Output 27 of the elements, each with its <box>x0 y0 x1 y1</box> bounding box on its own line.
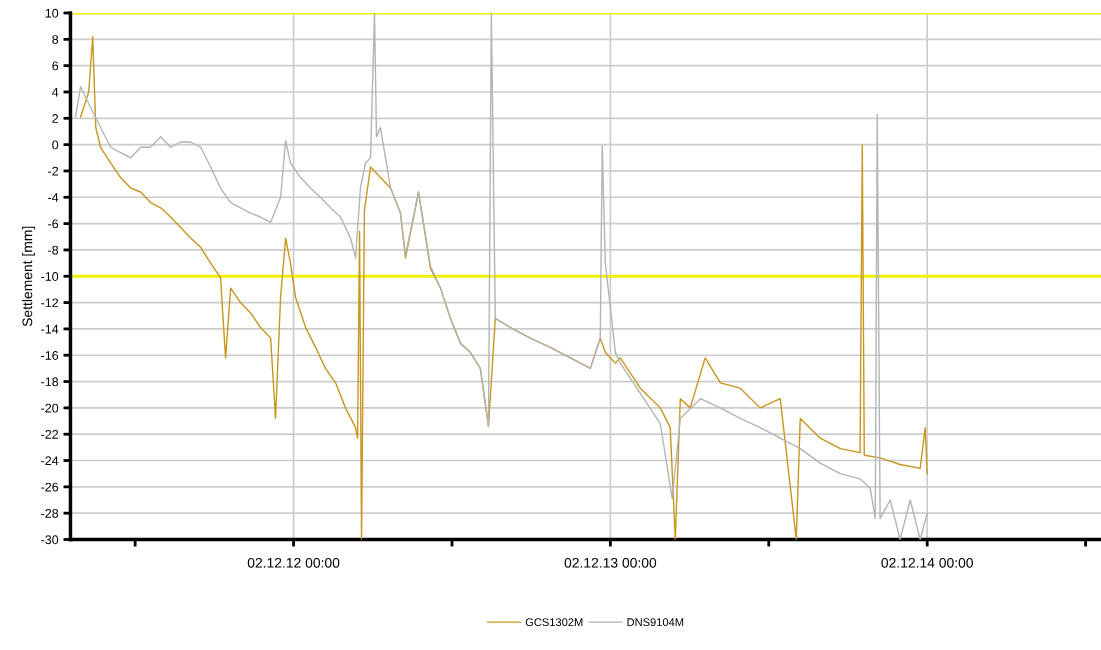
y-tick-label: 0 <box>52 140 59 150</box>
y-tick-label: -8 <box>48 245 59 255</box>
y-tick-label: -24 <box>41 456 59 466</box>
y-tick-label: -2 <box>48 166 59 176</box>
y-tick-label: -28 <box>41 508 59 518</box>
y-tick-label: -14 <box>41 324 59 334</box>
legend-label: GCS1302M <box>525 618 583 627</box>
y-tick-label: 8 <box>52 35 59 44</box>
y-tick-label: -26 <box>41 482 59 492</box>
y-tick-label: -10 <box>41 272 59 281</box>
x-tick-label: 02.12.14 00:00 <box>881 557 973 568</box>
y-tick-label: -6 <box>48 219 59 229</box>
y-tick-label: -4 <box>48 193 59 202</box>
y-tick-label: 4 <box>51 87 59 97</box>
y-tick-label: 10 <box>45 8 59 18</box>
y-axis-title: Settlement [mm] <box>22 226 36 327</box>
y-tick-label: -20 <box>41 403 59 413</box>
y-tick-label: 6 <box>52 61 59 71</box>
y-tick-label: 2 <box>52 114 59 123</box>
y-tick-label: -16 <box>41 351 59 360</box>
y-tick-label: -18 <box>41 377 59 387</box>
legend-label: DNS9104M <box>627 618 684 627</box>
y-tick-label: -30 <box>41 535 59 545</box>
x-tick-label: 02.12.13 00:00 <box>564 557 657 568</box>
y-tick-label: -22 <box>41 430 59 439</box>
x-tick-label: 02.12.12 00:00 <box>247 557 340 568</box>
y-tick-label: -12 <box>41 298 59 308</box>
